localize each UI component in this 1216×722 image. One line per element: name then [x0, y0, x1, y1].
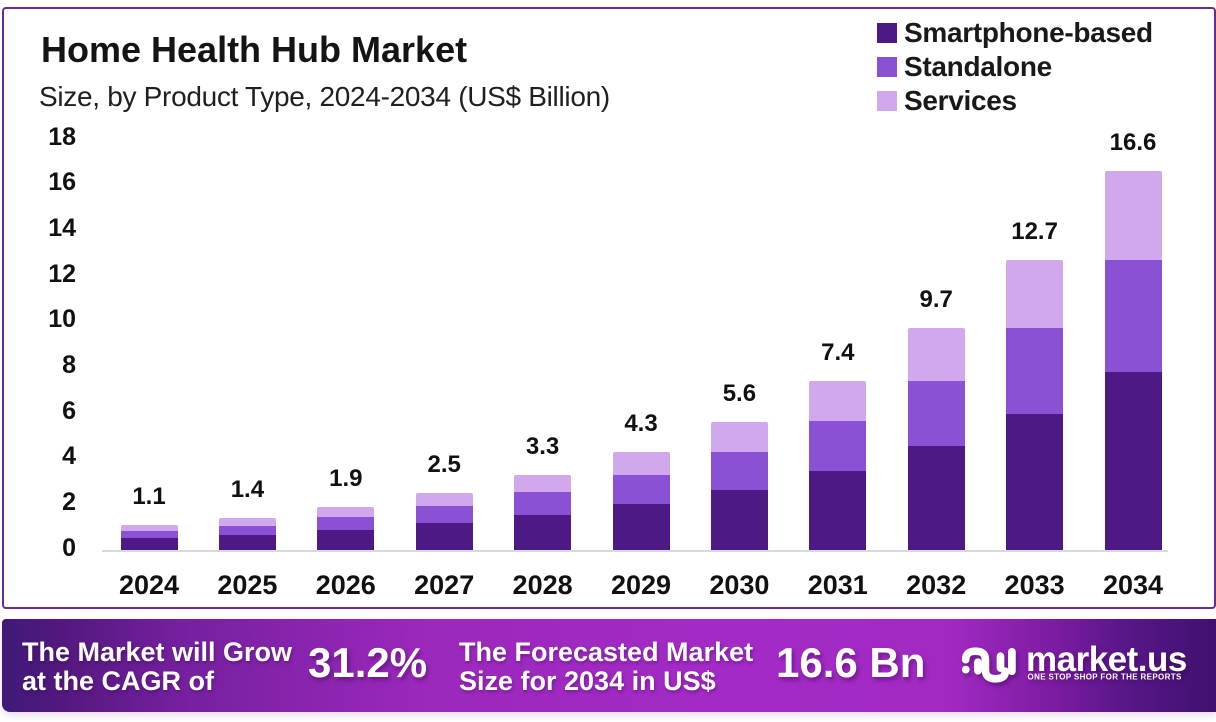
svg-text:ONE STOP SHOP FOR THE REPORTS: ONE STOP SHOP FOR THE REPORTS [1028, 673, 1182, 682]
svg-text:market.us: market.us [1026, 640, 1187, 679]
